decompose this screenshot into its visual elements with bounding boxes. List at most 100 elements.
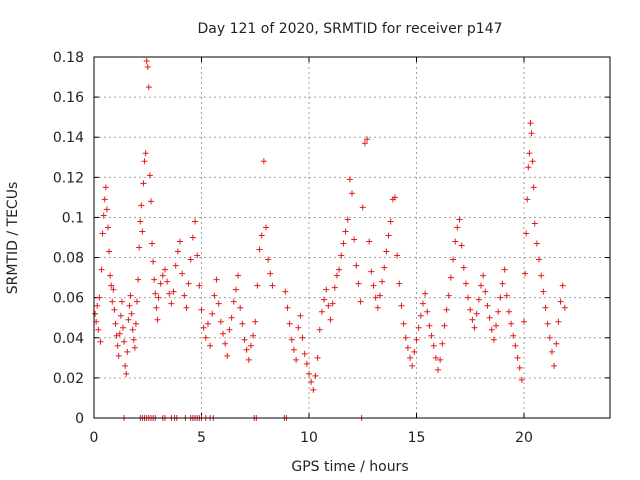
- x-tick-label: 0: [90, 430, 99, 446]
- data-point: [151, 276, 158, 283]
- data-point: [465, 294, 472, 301]
- data-point: [428, 332, 435, 339]
- data-point: [250, 332, 257, 339]
- data-point: [98, 266, 105, 273]
- data-point: [115, 352, 122, 359]
- data-point: [256, 246, 263, 253]
- data-point: [525, 164, 532, 171]
- data-point: [456, 216, 463, 223]
- data-point: [422, 290, 429, 297]
- data-point: [297, 312, 304, 319]
- data-point: [310, 386, 317, 393]
- data-point: [426, 322, 433, 329]
- data-point: [196, 282, 203, 289]
- data-point: [172, 262, 179, 269]
- data-point: [107, 272, 114, 279]
- y-tick-label: 0.08: [53, 251, 84, 267]
- data-point: [284, 304, 291, 311]
- data-point: [126, 302, 133, 309]
- data-point: [471, 324, 478, 331]
- data-point: [241, 336, 248, 343]
- data-point: [415, 324, 422, 331]
- data-point: [142, 150, 149, 157]
- data-point: [194, 252, 201, 259]
- data-point: [331, 284, 338, 291]
- data-point: [282, 288, 289, 295]
- data-point: [514, 354, 521, 361]
- data-point: [118, 298, 125, 305]
- data-point: [475, 296, 482, 303]
- data-point: [314, 354, 321, 361]
- y-axis-label: SRMTID / TECUs: [5, 182, 21, 295]
- data-point: [542, 304, 549, 311]
- data-point: [445, 292, 452, 299]
- data-point: [179, 270, 186, 277]
- data-point: [462, 280, 469, 287]
- data-point: [104, 224, 111, 231]
- data-point: [529, 158, 536, 165]
- data-point: [460, 264, 467, 271]
- data-point: [490, 336, 497, 343]
- data-point: [152, 290, 159, 297]
- data-point: [198, 306, 205, 313]
- data-point: [232, 286, 239, 293]
- data-point: [469, 316, 476, 323]
- data-point: [510, 332, 517, 339]
- data-point: [301, 350, 308, 357]
- data-point: [109, 298, 116, 305]
- data-point: [94, 302, 101, 309]
- y-tick-label: 0.1: [62, 210, 84, 226]
- data-point: [340, 240, 347, 247]
- data-point: [204, 320, 211, 327]
- data-point: [473, 310, 480, 317]
- data-point: [154, 316, 161, 323]
- data-point: [385, 232, 392, 239]
- data-point: [508, 320, 515, 327]
- data-point: [100, 212, 107, 219]
- data-point: [512, 342, 519, 349]
- data-point: [254, 282, 261, 289]
- data-point: [370, 282, 377, 289]
- data-point: [123, 370, 130, 377]
- data-point: [342, 228, 349, 235]
- y-tick-label: 0.02: [53, 371, 84, 387]
- data-point: [447, 274, 454, 281]
- data-point: [359, 204, 366, 211]
- x-tick-label: 5: [197, 430, 206, 446]
- y-tick-label: 0.04: [53, 331, 84, 347]
- data-point: [181, 292, 188, 299]
- data-point: [146, 172, 153, 179]
- data-point: [441, 322, 448, 329]
- data-point: [419, 300, 426, 307]
- data-point: [209, 310, 216, 317]
- data-point: [137, 218, 144, 225]
- data-point: [211, 292, 218, 299]
- data-point: [544, 320, 551, 327]
- data-point: [295, 324, 302, 331]
- data-point: [435, 366, 441, 373]
- data-point: [321, 296, 328, 303]
- grid-lines: [94, 57, 610, 418]
- data-point: [361, 140, 368, 147]
- data-point: [450, 256, 457, 263]
- data-point: [561, 304, 568, 311]
- data-point: [357, 298, 364, 305]
- data-point: [95, 326, 102, 333]
- data-point: [336, 266, 343, 273]
- data-point: [247, 342, 254, 349]
- data-point: [120, 324, 127, 331]
- data-point: [503, 292, 510, 299]
- data-point: [346, 176, 353, 183]
- data-point: [166, 290, 173, 297]
- data-point: [117, 312, 124, 319]
- data-point: [559, 282, 566, 289]
- data-point: [245, 356, 252, 363]
- data-point: [484, 302, 491, 309]
- data-point: [224, 352, 231, 359]
- y-tick-label: 0.16: [53, 90, 84, 106]
- data-point: [265, 256, 272, 263]
- data-point: [413, 336, 420, 343]
- data-point: [524, 196, 531, 203]
- data-point: [458, 242, 465, 249]
- data-point: [122, 362, 129, 369]
